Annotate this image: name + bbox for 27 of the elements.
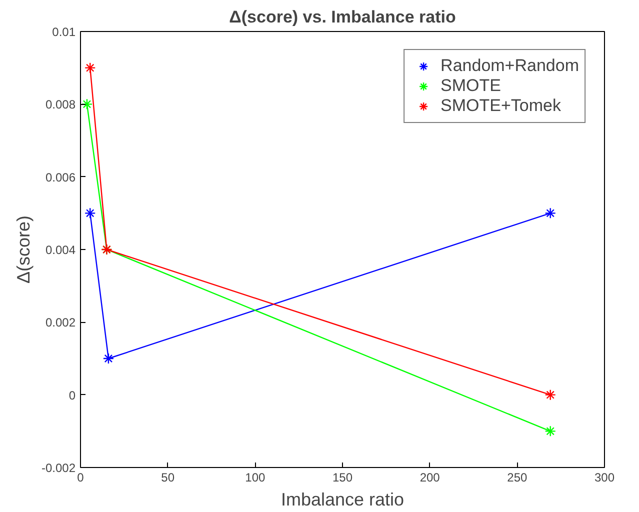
x-tick-label: 300 — [594, 470, 615, 484]
point — [544, 389, 556, 400]
y-tick-label: 0.01 — [52, 25, 76, 39]
y-tick-label: 0.008 — [45, 98, 76, 112]
chart-title: Δ(score) vs. Imbalance ratio — [229, 8, 456, 26]
point — [81, 98, 93, 110]
y-tick-label: 0.006 — [45, 170, 76, 184]
x-tick-label: 250 — [507, 470, 528, 484]
y-tick-label: -0.002 — [41, 461, 76, 475]
x-tick-label: 100 — [245, 470, 266, 484]
x-tick-label: 150 — [332, 470, 353, 484]
y-tick-label: 0.004 — [45, 243, 76, 257]
y-tick-label: 0.002 — [45, 316, 76, 330]
point — [84, 208, 96, 219]
point — [544, 208, 556, 219]
x-tick-label: 200 — [420, 470, 440, 484]
point — [102, 352, 114, 364]
x-axis-title: Imbalance ratio — [280, 490, 404, 510]
legend-label: SMOTE — [440, 76, 501, 96]
legend-label: SMOTE+Tomek — [440, 96, 561, 116]
legend-label: Random+Random — [440, 56, 579, 76]
point — [544, 426, 556, 437]
y-tick-label: 0 — [68, 388, 76, 402]
point — [84, 62, 96, 74]
x-tick-label: 0 — [77, 470, 84, 484]
x-tick-label: 50 — [161, 470, 175, 484]
y-axis-title: Δ(score) — [13, 215, 34, 284]
